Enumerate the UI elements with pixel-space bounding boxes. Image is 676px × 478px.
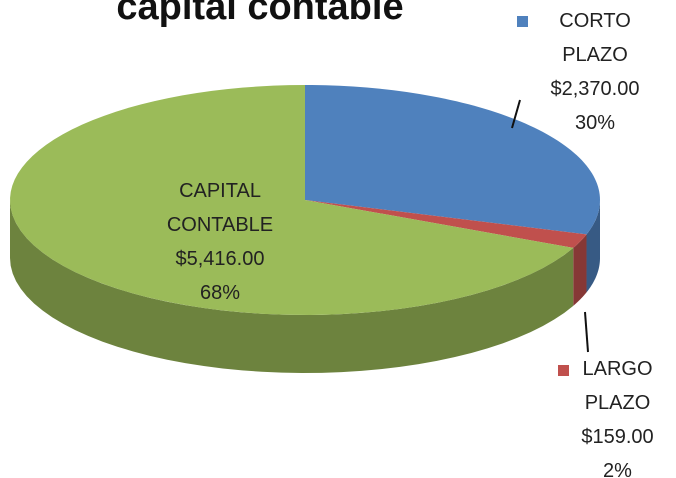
- leader-line: [584, 311, 589, 353]
- data-label: LARGO PLAZO $159.00 2%: [555, 352, 676, 478]
- label-value: $5,416.00: [175, 248, 265, 270]
- label-percent: 68%: [199, 282, 241, 304]
- label-percent: 30%: [574, 112, 616, 134]
- slice-side: [573, 234, 587, 306]
- label-value: $159.00: [581, 426, 654, 448]
- slice-side: [586, 200, 600, 293]
- data-label: CAPITAL CONTABLE $5,416.00 68%: [155, 174, 285, 310]
- slice-side: [10, 200, 574, 373]
- slice: [10, 85, 574, 315]
- legend-swatch: [558, 365, 569, 376]
- label-percent: 2%: [603, 460, 632, 478]
- slice: [305, 200, 587, 248]
- slice: [305, 85, 600, 235]
- label-name: CORTO PLAZO: [559, 10, 631, 66]
- leader-line: [511, 99, 521, 129]
- data-label: CORTO PLAZO $2,370.00 30%: [530, 4, 660, 140]
- label-name: LARGO PLAZO: [582, 358, 653, 414]
- legend-swatch: [517, 16, 528, 27]
- label-name: CAPITAL CONTABLE: [166, 180, 274, 236]
- chart-title: capital contable: [116, 0, 404, 28]
- label-value: $2,370.00: [550, 78, 640, 100]
